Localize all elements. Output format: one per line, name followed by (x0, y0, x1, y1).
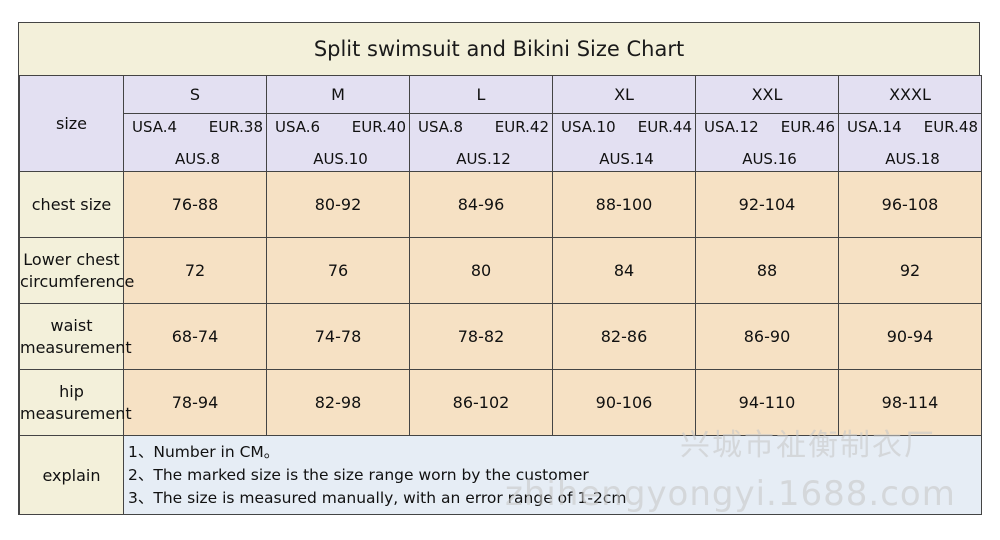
size-conversion: USA.8 EUR.42 AUS.12 (410, 118, 552, 168)
measurement-label: Lower chest circumference (19, 237, 135, 304)
eur-size: EUR.40 (351, 117, 406, 136)
size-name-cell: XXL (695, 75, 839, 114)
size-chart: Split swimsuit and Bikini Size Chart siz… (18, 22, 982, 515)
measurement-value: 68-74 (123, 303, 267, 370)
measurement-value: 84 (552, 237, 696, 304)
measurement-value: 76 (266, 237, 410, 304)
size-conversion: USA.6 EUR.40 AUS.10 (267, 118, 409, 168)
measurement-row: waist measurement 68-74 74-78 78-82 82-86 86-9… (19, 303, 982, 370)
measurement-value: 80-92 (266, 171, 410, 238)
measurement-value: 92-104 (695, 171, 839, 238)
usa-size: USA.14 (847, 117, 902, 136)
measurement-label-line: circumference (20, 271, 135, 291)
size-name-cell: S (123, 75, 267, 114)
usa-size: USA.12 (704, 117, 759, 136)
measurement-label-line: hip (59, 381, 84, 401)
size-name-cell: L (409, 75, 553, 114)
explain-label: explain (19, 435, 124, 515)
measurement-label: hip measurement (19, 369, 132, 436)
measurement-value: 90-106 (552, 369, 696, 436)
eur-size: EUR.48 (923, 117, 978, 136)
measurement-label-line: chest size (31, 194, 112, 214)
explain-note: 1、Number in CM。 (128, 442, 280, 461)
measurement-value: 98-114 (838, 369, 982, 436)
size-header-row: size S M L XL XXL XXXL (19, 75, 982, 172)
measurement-value: 78-82 (409, 303, 553, 370)
explain-note: 3、The size is measured manually, with an… (128, 488, 627, 507)
explain-row: explain 1、Number in CM。 2、The marked size … (19, 435, 982, 515)
size-conversion-top: USA.14 EUR.48 (847, 118, 978, 136)
aus-size: AUS.14 (599, 149, 654, 168)
measurement-row: hip measurement 78-94 82-98 86-102 90-106 94-1… (19, 369, 982, 436)
measurement-value: 96-108 (838, 171, 982, 238)
measurement-value: 86-90 (695, 303, 839, 370)
measurement-value: 86-102 (409, 369, 553, 436)
measurement-value: 92 (838, 237, 982, 304)
size-conversion-cell: USA.14 EUR.48 AUS.18 (838, 113, 982, 172)
measurement-value: 88 (695, 237, 839, 304)
size-conversion-cell: USA.12 EUR.46 AUS.16 (695, 113, 839, 172)
measurement-value: 88-100 (552, 171, 696, 238)
measurement-label-line: measurement (20, 403, 132, 423)
size-conversion-top: USA.12 EUR.46 (704, 118, 835, 136)
measurement-value: 78-94 (123, 369, 267, 436)
measurement-value: 82-98 (266, 369, 410, 436)
size-conversion: USA.14 EUR.48 AUS.18 (839, 118, 981, 168)
size-name-cell: XXXL (838, 75, 982, 114)
aus-size: AUS.12 (456, 149, 511, 168)
usa-size: USA.10 (561, 117, 616, 136)
aus-size: AUS.10 (313, 149, 368, 168)
aus-size: AUS.18 (885, 149, 940, 168)
eur-size: EUR.38 (208, 117, 263, 136)
size-row-label: size (19, 75, 124, 172)
size-conversion-cell: USA.4 EUR.38 AUS.8 (123, 113, 267, 172)
eur-size: EUR.46 (780, 117, 835, 136)
usa-size: USA.4 (132, 117, 178, 136)
aus-size: AUS.8 (174, 149, 221, 168)
size-conversion-top: USA.8 EUR.42 (418, 118, 549, 136)
measurement-row: Lower chest circumference 72 76 80 84 88 92 (19, 237, 982, 304)
size-conversion: USA.12 EUR.46 AUS.16 (696, 118, 838, 168)
usa-size: USA.6 (275, 117, 321, 136)
size-conversion-cell: USA.6 EUR.40 AUS.10 (266, 113, 410, 172)
usa-size: USA.8 (418, 117, 464, 136)
measurement-value: 80 (409, 237, 553, 304)
measurement-label-line: measurement (20, 337, 132, 357)
measurement-label-line: waist (50, 315, 93, 335)
measurement-value: 72 (123, 237, 267, 304)
size-conversion-cell: USA.10 EUR.44 AUS.14 (552, 113, 696, 172)
measurement-value: 94-110 (695, 369, 839, 436)
measurement-value: 76-88 (123, 171, 267, 238)
size-conversion: USA.4 EUR.38 AUS.8 (124, 118, 266, 168)
measurement-row: chest size 76-88 80-92 84-96 88-100 92-104 96-… (19, 171, 982, 238)
chart-title: Split swimsuit and Bikini Size Chart (19, 23, 979, 76)
measurement-label-line: Lower chest (23, 249, 120, 269)
measurement-value: 74-78 (266, 303, 410, 370)
eur-size: EUR.42 (494, 117, 549, 136)
size-conversion: USA.10 EUR.44 AUS.14 (553, 118, 695, 168)
measurement-value: 84-96 (409, 171, 553, 238)
size-conversion-top: USA.10 EUR.44 (561, 118, 692, 136)
size-table: size S M L XL XXL XXXL USA.4 EUR.38 AUS.8 USA.6 EUR… (19, 75, 982, 515)
size-conversion-cell: USA.8 EUR.42 AUS.12 (409, 113, 553, 172)
measurement-value: 90-94 (838, 303, 982, 370)
measurement-value: 82-86 (552, 303, 696, 370)
aus-size: AUS.16 (742, 149, 797, 168)
explain-notes: 1、Number in CM。 2、The marked size is the … (123, 435, 982, 515)
size-conversion-top: USA.4 EUR.38 (132, 118, 263, 136)
measurement-label: waist measurement (19, 303, 132, 370)
eur-size: EUR.44 (637, 117, 692, 136)
size-name-cell: XL (552, 75, 696, 114)
size-name-cell: M (266, 75, 410, 114)
size-conversion-row: USA.4 EUR.38 AUS.8 USA.6 EUR.40 AUS.10 USA.8 EU… (20, 113, 982, 172)
explain-note: 2、The marked size is the size range worn… (128, 465, 589, 484)
measurement-label: chest size (19, 171, 124, 238)
size-conversion-top: USA.6 EUR.40 (275, 118, 406, 136)
